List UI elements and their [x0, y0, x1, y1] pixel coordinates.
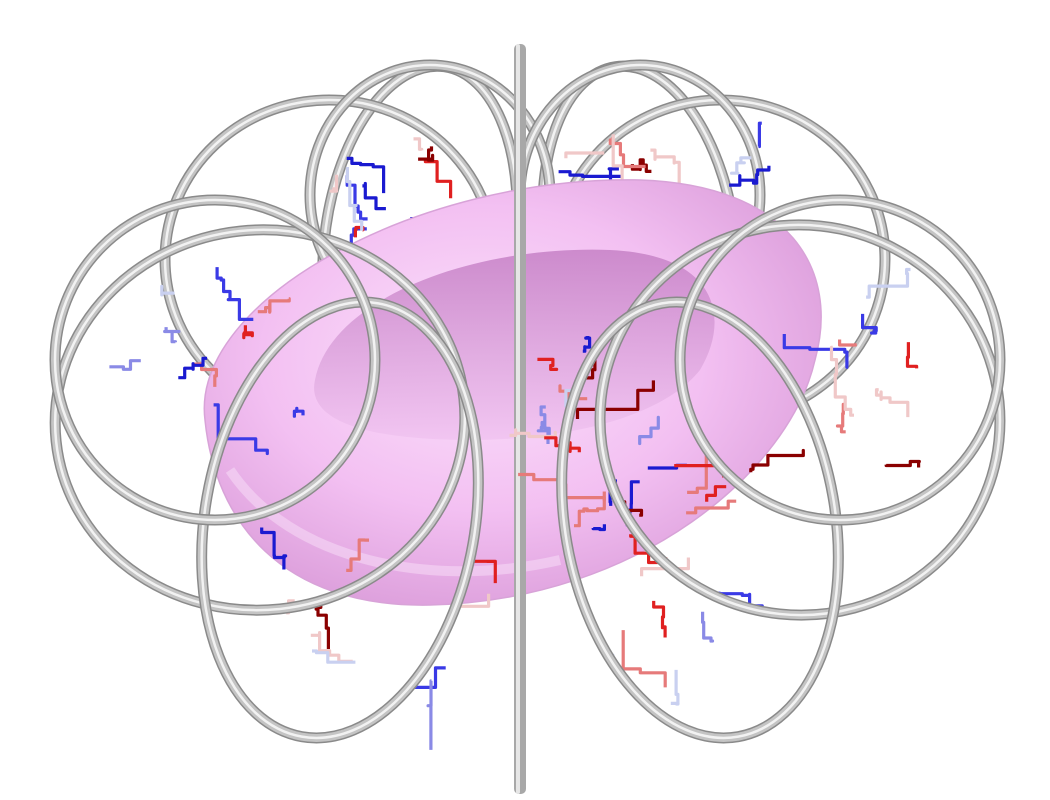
front-trace-28 [312, 649, 356, 664]
back-trace-19 [558, 170, 621, 178]
front-trace-32 [652, 600, 667, 638]
front-trace-12 [835, 402, 846, 434]
front-trace-18 [829, 345, 854, 417]
back-trace-8 [418, 146, 435, 162]
front-trace-17 [874, 388, 910, 418]
front-trace-19 [905, 342, 919, 369]
front-trace-5 [215, 267, 254, 321]
front-trace-57 [638, 415, 660, 446]
front-trace-34 [701, 611, 715, 643]
back-trace-17 [630, 158, 652, 173]
front-trace-27 [470, 559, 497, 584]
front-trace-7 [163, 327, 181, 344]
front-trace-8 [109, 359, 141, 371]
front-trace-43 [539, 405, 551, 436]
front-trace-35 [591, 524, 606, 532]
front-trace-11 [866, 267, 911, 299]
front-trace-46 [582, 336, 592, 353]
back-trace-7 [346, 156, 386, 194]
front-trace-20 [838, 339, 857, 347]
coil-front-4 [556, 296, 844, 744]
front-trace-36 [621, 630, 667, 688]
front-trace-45 [509, 428, 557, 439]
front-trace-25 [260, 527, 288, 570]
front-trace-9 [178, 356, 208, 380]
back-trace-27 [729, 165, 771, 187]
front-trace-16 [749, 448, 805, 473]
back-trace-20 [730, 156, 752, 175]
front-trace-37 [670, 669, 680, 706]
back-trace-13 [413, 137, 424, 151]
back-trace-26 [564, 151, 605, 159]
coil-front-3 [196, 296, 484, 744]
front-trace-42 [575, 380, 655, 419]
front-trace-15 [782, 334, 849, 369]
front-trace-10 [292, 406, 305, 418]
back-trace-3 [423, 158, 453, 199]
back-trace-15 [650, 148, 681, 185]
coil-front-5 [49, 194, 381, 526]
front-trace-59 [574, 491, 606, 528]
back-trace-6 [362, 181, 386, 211]
front-trace-21 [310, 631, 353, 663]
coil-front-2 [594, 219, 1006, 621]
front-trace-3 [257, 297, 291, 314]
coil-front-6 [674, 194, 1006, 526]
back-trace-12 [345, 167, 364, 231]
front-trace-30 [426, 679, 433, 750]
back-trace-18 [757, 121, 762, 149]
back-trace-14 [329, 174, 339, 193]
front-trace-29 [346, 538, 369, 572]
front-trace-13 [884, 459, 921, 468]
front-trace-48 [544, 436, 581, 453]
front-trace-44 [536, 420, 550, 444]
front-trace-52 [705, 485, 727, 502]
front-trace-14 [861, 313, 878, 335]
front-trace-4 [242, 325, 254, 340]
coil-group-front [49, 194, 1006, 744]
front-trace-55 [686, 499, 737, 515]
front-trace-6 [160, 284, 175, 297]
front-trace-49 [537, 357, 559, 371]
central-column [514, 44, 526, 794]
